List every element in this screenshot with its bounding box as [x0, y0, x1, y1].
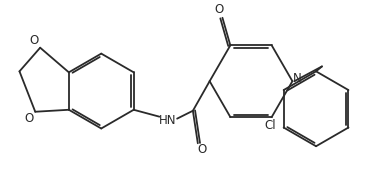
Text: O: O	[30, 34, 39, 47]
Text: O: O	[25, 112, 34, 125]
Text: O: O	[197, 143, 206, 156]
Text: Cl: Cl	[264, 119, 276, 132]
Text: HN: HN	[158, 114, 176, 127]
Text: O: O	[215, 3, 224, 16]
Text: N: N	[293, 72, 302, 85]
